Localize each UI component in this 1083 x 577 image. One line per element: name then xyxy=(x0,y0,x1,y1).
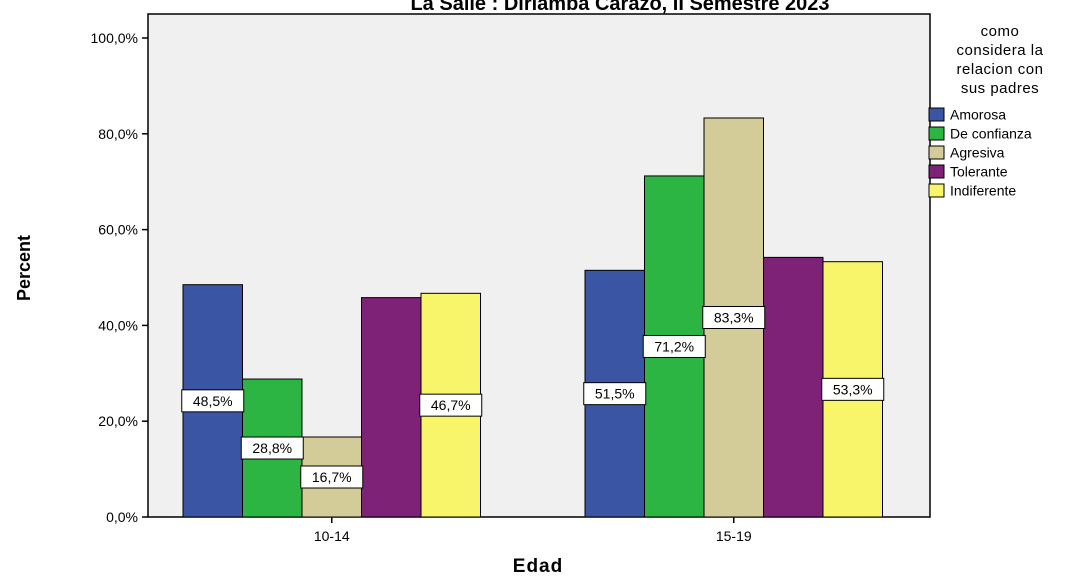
data-label-box xyxy=(300,465,364,489)
legend: como considera la relacion con sus padres Am… xyxy=(928,23,1044,199)
legend-title: sus padres xyxy=(961,80,1039,97)
y-tick-label: 20,0% xyxy=(98,413,138,429)
y-tick-label: 60,0% xyxy=(98,222,138,238)
y-tick-label: 40,0% xyxy=(98,317,138,333)
data-label-box xyxy=(240,436,304,460)
y-tick-label: 80,0% xyxy=(98,126,138,142)
data-label-box xyxy=(583,382,647,406)
legend-swatch xyxy=(928,126,945,141)
legend-swatch xyxy=(928,183,945,198)
y-tick-label: 0,0% xyxy=(106,509,138,525)
data-label: 28,8% xyxy=(252,440,292,456)
data-label: 16,7% xyxy=(312,469,352,485)
data-label: 46,7% xyxy=(431,397,471,413)
x-tick-label: 15-19 xyxy=(716,528,752,544)
chart-title: La Salle : Diriamba Carazo, II Semestre … xyxy=(410,0,829,15)
data-label-box xyxy=(419,393,483,417)
data-label: 83,3% xyxy=(714,309,754,325)
legend-swatch xyxy=(928,145,945,160)
data-label-box xyxy=(642,334,706,358)
legend-label: Indiferente xyxy=(950,183,1016,199)
bar-tolerante-15-19 xyxy=(763,256,824,518)
legend-label: Agresiva xyxy=(950,145,1005,161)
data-label: 48,5% xyxy=(193,393,233,409)
x-axis-label: Edad xyxy=(513,556,563,577)
data-labels: 48,5% 28,8% 16,7% 46,7% 51,5% 71,2% 83,3% 53,3% xyxy=(181,305,885,489)
data-label-box xyxy=(181,389,245,413)
legend-title: como xyxy=(981,23,1020,40)
legend-title: relacion con xyxy=(957,61,1044,78)
legend-title: considera la xyxy=(957,42,1044,59)
legend-label: Amorosa xyxy=(950,107,1006,123)
legend-swatch xyxy=(928,107,945,122)
legend-label: De confianza xyxy=(950,126,1032,142)
data-label-box xyxy=(821,377,885,401)
y-axis: 0,0% 20,0% 40,0% 60,0% 80,0% 100,0% xyxy=(91,30,148,525)
x-tick-label: 10-14 xyxy=(314,528,350,544)
data-label: 53,3% xyxy=(833,381,873,397)
x-axis: 10-14 15-19 xyxy=(314,517,752,544)
y-tick-label: 100,0% xyxy=(91,30,138,46)
bar-tolerante-10-14 xyxy=(361,297,422,518)
data-label: 51,5% xyxy=(595,386,635,402)
legend-label: Tolerante xyxy=(950,164,1008,180)
legend-swatch xyxy=(928,164,945,179)
y-axis-label: Percent xyxy=(14,235,34,301)
data-label: 71,2% xyxy=(654,338,694,354)
data-label-box xyxy=(702,305,766,329)
